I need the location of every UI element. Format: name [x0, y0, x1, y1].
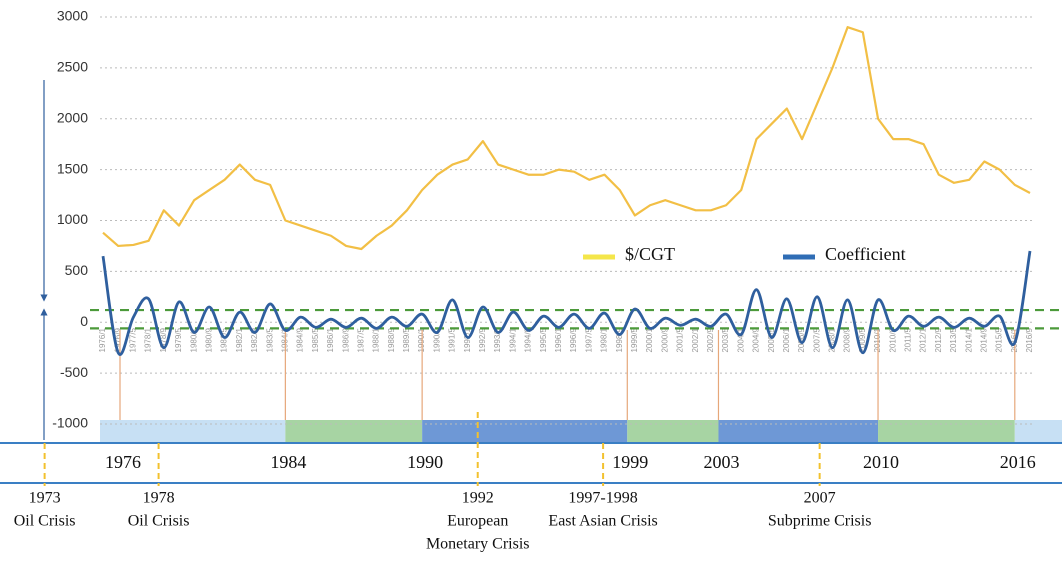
y-tick-label: 1500 [57, 160, 88, 176]
x-tick-label: 2002/9 [706, 327, 715, 352]
x-tick-label: 1982/9 [250, 327, 259, 352]
y-tick-label: 3000 [57, 8, 88, 24]
x-tick-label: 2002/1 [691, 327, 700, 352]
x-tick-label: 1988/9 [387, 327, 396, 352]
x-tick-label: 2013/5 [949, 327, 958, 352]
x-tick-label: 1984/9 [296, 327, 305, 352]
x-tick-label: 1982/1 [235, 327, 244, 352]
y-tick-label: -500 [60, 364, 88, 380]
x-tick-label: 1994/1 [508, 327, 517, 352]
x-tick-label: 2009/5 [858, 327, 867, 352]
crisis-year: 1997-1998 [568, 490, 637, 507]
x-tick-label: 2011/5 [904, 327, 913, 351]
x-tick-label: 2001/5 [676, 327, 685, 352]
y-tick-label: 0 [80, 313, 88, 329]
x-tick-label: 1979/5 [174, 327, 183, 352]
x-tick-label: 1993/5 [493, 327, 502, 352]
crisis-event: Subprime Crisis [768, 513, 872, 530]
crisis-event: Oil Crisis [128, 513, 190, 530]
x-tick-label: 2014/9 [980, 327, 989, 352]
x-tick-label: 1978/9 [159, 327, 168, 352]
x-tick-label: 1986/9 [341, 327, 350, 352]
crisis-event: Monetary Crisis [426, 536, 530, 553]
x-tick-label: 2008/1 [828, 327, 837, 352]
timeline-phase [878, 420, 1015, 443]
x-tick-label: 2005/5 [767, 327, 776, 352]
x-tick-label: 1996/9 [569, 327, 578, 352]
x-tick-label: 2012/9 [934, 327, 943, 352]
period-label: 2016 [1000, 452, 1036, 472]
crisis-event: European [447, 513, 508, 530]
period-label: 2010 [863, 452, 899, 472]
x-tick-label: 1998/9 [615, 327, 624, 352]
crisis-event: East Asian Crisis [548, 513, 657, 530]
x-tick-label: 2000/1 [645, 327, 654, 352]
crisis-event: Oil Crisis [14, 513, 76, 530]
x-tick-label: 2006/9 [797, 327, 806, 352]
x-tick-label: 1985/5 [311, 327, 320, 352]
y-tick-label: 1000 [57, 211, 88, 227]
x-tick-label: 1983/5 [265, 327, 274, 352]
x-tick-label: 1992/9 [478, 327, 487, 352]
timeline-phase [1014, 420, 1062, 443]
series-line [101, 250, 1032, 356]
x-tick-label: 1976/9 [113, 327, 122, 352]
timeline-phase [100, 420, 286, 443]
x-tick-label: 1976/1 [98, 327, 107, 352]
x-tick-label: 2007/5 [812, 327, 821, 352]
crisis-year: 1978 [143, 490, 175, 507]
x-tick-label: 2004/9 [752, 327, 761, 352]
x-tick-label: 2016/9 [1025, 327, 1034, 352]
legend-label: Coefficient [825, 244, 906, 264]
x-tick-label: 1980/9 [204, 327, 213, 352]
x-tick-label: 1978/1 [144, 327, 153, 352]
x-tick-label: 1994/9 [524, 327, 533, 352]
timeline-phase [627, 420, 719, 443]
crisis-year: 1973 [29, 490, 61, 507]
x-tick-label: 1987/5 [356, 327, 365, 352]
x-tick-label: 1977/5 [129, 327, 138, 352]
y-tick-label: 2000 [57, 109, 88, 125]
x-tick-label: 2006/1 [782, 327, 791, 352]
x-tick-label: 1996/1 [554, 327, 563, 352]
x-tick-label: 1986/1 [326, 327, 335, 352]
y-tick-label: -1000 [52, 415, 88, 431]
crisis-year: 2007 [804, 490, 836, 507]
x-tick-label: 1995/5 [539, 327, 548, 352]
y-tick-label: 500 [65, 262, 89, 278]
legend-label: $/CGT [625, 244, 675, 264]
x-tick-label: 2012/1 [919, 327, 928, 352]
x-tick-label: 2003/5 [721, 327, 730, 352]
timeline-phase [718, 420, 879, 443]
x-tick-label: 1989/5 [402, 327, 411, 352]
x-tick-label: 1990/9 [432, 327, 441, 352]
period-label: 1999 [612, 452, 648, 472]
x-tick-label: 1981/5 [220, 327, 229, 352]
x-tick-label: 1992/1 [463, 327, 472, 352]
x-tick-label: 2014/1 [964, 327, 973, 352]
x-tick-label: 2010/9 [888, 327, 897, 352]
x-tick-label: 2004/1 [736, 327, 745, 352]
x-tick-label: 2000/9 [660, 327, 669, 352]
x-tick-label: 1998/1 [600, 327, 609, 352]
timeline-phase [285, 420, 423, 443]
x-tick-label: 2008/9 [843, 327, 852, 352]
period-label: 1984 [270, 452, 306, 472]
x-tick-label: 1980/1 [189, 327, 198, 352]
x-tick-label: 1988/1 [372, 327, 381, 352]
crisis-year: 1992 [462, 490, 494, 507]
period-label: 1976 [105, 452, 141, 472]
y-tick-label: 2500 [57, 59, 88, 75]
x-tick-label: 1991/5 [448, 327, 457, 352]
x-tick-label: 1997/5 [584, 327, 593, 352]
timeline-phase [422, 420, 628, 443]
period-label: 1990 [407, 452, 443, 472]
period-label: 2003 [703, 452, 739, 472]
x-tick-label: 1999/5 [630, 327, 639, 352]
x-tick-label: 2015/5 [995, 327, 1004, 352]
series-line [102, 26, 1031, 251]
